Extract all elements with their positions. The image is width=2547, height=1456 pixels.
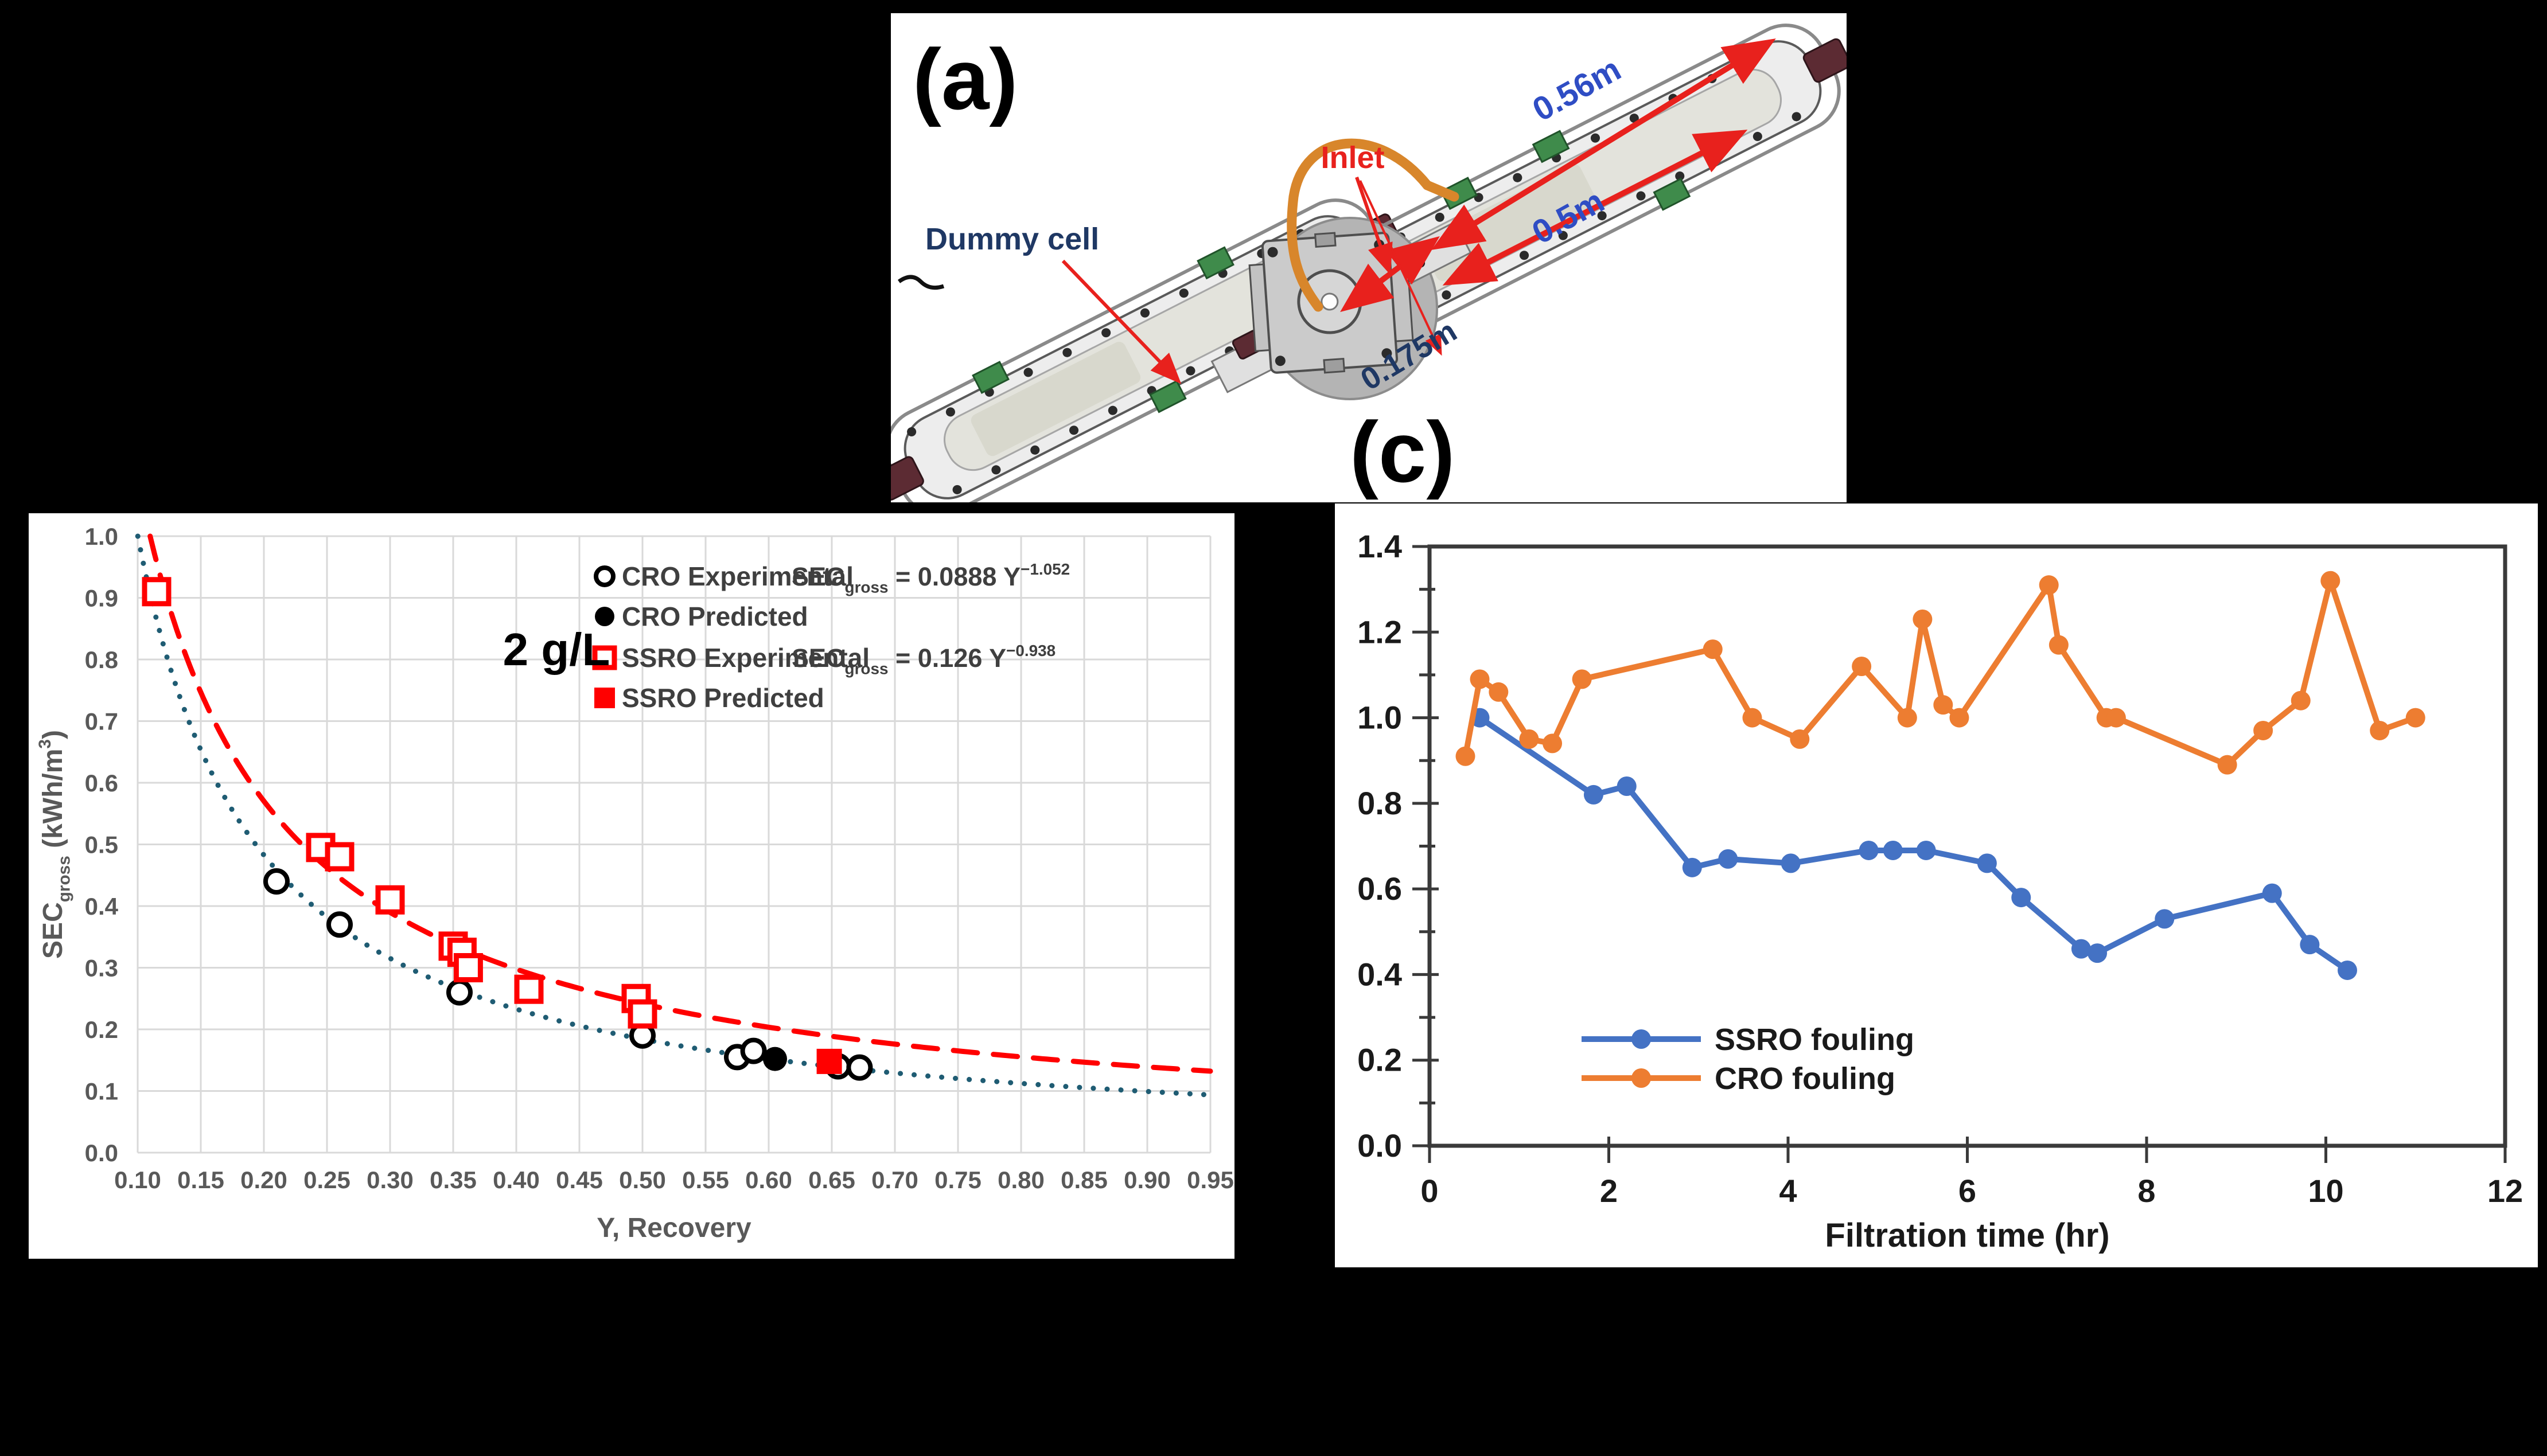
svg-text:0.35: 0.35 [430, 1166, 477, 1193]
edge-mark [897, 275, 945, 290]
svg-text:0.85: 0.85 [1061, 1166, 1108, 1193]
svg-text:0.4: 0.4 [1357, 956, 1402, 992]
svg-text:1.4: 1.4 [1357, 528, 1402, 564]
svg-text:6: 6 [1958, 1173, 1976, 1209]
svg-text:8: 8 [2137, 1173, 2155, 1209]
dim-056m-label: 0.56m [1526, 50, 1627, 129]
x-axis-title: Filtration time (hr) [1825, 1217, 2109, 1254]
svg-text:12: 12 [2487, 1173, 2523, 1209]
series-cro-experimental [263, 868, 873, 1081]
svg-text:0.60: 0.60 [745, 1166, 792, 1193]
y-axis-title: SECgross (kWh/m3) [36, 730, 74, 959]
svg-text:0.0: 0.0 [1357, 1127, 1402, 1164]
svg-text:0.4: 0.4 [85, 893, 119, 920]
dummy-cell-label: Dummy cell [925, 222, 1099, 256]
inlet-arrow [1355, 177, 1393, 275]
tick-labels: 0.10 0.15 0.20 0.25 0.30 0.35 0.40 0.45 0.50 0.55… [85, 523, 1234, 1193]
svg-text:0.0: 0.0 [85, 1139, 118, 1166]
svg-text:0.30: 0.30 [367, 1166, 414, 1193]
equation-cro-fit: SECgross = 0.0888 Y−1.052 [792, 560, 1070, 596]
inlet-pointer-long [1359, 180, 1442, 356]
sec-recovery-chart: 0.10 0.15 0.20 0.25 0.30 0.35 0.40 0.45 0.50 0.55… [36, 523, 1234, 1243]
panel-c-label: (c) [1350, 404, 1455, 500]
svg-text:SSRO Predicted: SSRO Predicted [622, 683, 824, 713]
svg-text:0.2: 0.2 [85, 1016, 118, 1043]
svg-text:0.95: 0.95 [1187, 1166, 1234, 1193]
svg-text:CRO fouling: CRO fouling [1715, 1061, 1895, 1096]
svg-text:0.15: 0.15 [177, 1166, 224, 1193]
svg-text:0.45: 0.45 [556, 1166, 603, 1193]
svg-text:0.8: 0.8 [85, 646, 118, 673]
svg-text:0.75: 0.75 [934, 1166, 982, 1193]
svg-text:0.80: 0.80 [998, 1166, 1045, 1193]
svg-text:0: 0 [1420, 1173, 1438, 1209]
series-cro-predicted [763, 1047, 787, 1071]
svg-text:2: 2 [1600, 1173, 1618, 1209]
svg-text:CRO Experimental: CRO Experimental [622, 561, 854, 591]
axis-ticks [1412, 545, 2507, 1163]
panel-fouling-chart: 0.0 0.2 0.4 0.6 0.8 1.0 1.2 1.4 0 2 4 6 8 10 12 Filtrat… [1335, 503, 2538, 1267]
inlet-tube [1287, 138, 1432, 312]
svg-text:0.8: 0.8 [1357, 785, 1402, 821]
svg-text:1.0: 1.0 [1357, 700, 1402, 736]
svg-text:0.50: 0.50 [619, 1166, 666, 1193]
svg-text:0.6: 0.6 [85, 770, 118, 797]
svg-text:1.2: 1.2 [1357, 614, 1402, 650]
svg-text:0.25: 0.25 [303, 1166, 350, 1193]
svg-text:1.0: 1.0 [85, 523, 118, 550]
series-ssro-experimental [142, 577, 657, 1029]
svg-text:10: 10 [2308, 1173, 2343, 1209]
series-ssro-fouling [1470, 708, 2357, 980]
axis-frame [1427, 544, 2507, 1148]
chart-title: 2 g/L [503, 624, 610, 675]
svg-text:0.1: 0.1 [85, 1078, 118, 1105]
svg-text:4: 4 [1779, 1173, 1797, 1209]
svg-text:0.40: 0.40 [493, 1166, 540, 1193]
panel-sec-chart: 0.10 0.15 0.20 0.25 0.30 0.35 0.40 0.45 0.50 0.55… [29, 513, 1234, 1259]
panel-a-label: (a) [913, 31, 1018, 127]
svg-text:0.3: 0.3 [85, 955, 118, 982]
svg-text:0.65: 0.65 [808, 1166, 855, 1193]
svg-text:0.10: 0.10 [114, 1166, 161, 1193]
svg-text:0.6: 0.6 [1357, 871, 1402, 907]
legend: SSRO fouling CRO fouling [1582, 1022, 1914, 1096]
tick-labels: 0.0 0.2 0.4 0.6 0.8 1.0 1.2 1.4 0 2 4 6 8 10 12 [1357, 528, 2523, 1209]
svg-text:0.9: 0.9 [85, 585, 118, 612]
svg-text:0.55: 0.55 [682, 1166, 729, 1193]
legend: CRO Experimental CRO Predicted SSRO Experi… [592, 560, 1070, 713]
dummy-cell-arrow [1061, 259, 1182, 384]
panel-apparatus: (a) (c) [891, 13, 1847, 502]
svg-text:0.5: 0.5 [85, 832, 118, 858]
svg-text:SSRO fouling: SSRO fouling [1715, 1022, 1914, 1057]
inlet-label: Inlet [1321, 140, 1384, 175]
equation-ssro-fit: SECgross = 0.126 Y−0.938 [792, 642, 1056, 678]
svg-text:0.70: 0.70 [871, 1166, 918, 1193]
series-ssro-predicted [816, 1048, 842, 1074]
svg-text:0.7: 0.7 [85, 708, 118, 735]
svg-text:SSRO Experimental: SSRO Experimental [622, 643, 870, 673]
svg-text:0.90: 0.90 [1124, 1166, 1171, 1193]
x-axis-title: Y, Recovery [597, 1213, 751, 1243]
svg-text:0.20: 0.20 [240, 1166, 287, 1193]
fouling-time-chart: 0.0 0.2 0.4 0.6 0.8 1.0 1.2 1.4 0 2 4 6 8 10 12 Filtrat… [1357, 528, 2523, 1254]
dim-arrow-05m [1442, 130, 1748, 286]
apparatus-illustration: Inlet Dummy cell 0.56m 0.5m 0.175m [891, 24, 1847, 502]
svg-text:CRO Predicted: CRO Predicted [622, 602, 808, 631]
series-cro-fouling [1455, 571, 2425, 775]
svg-text:0.2: 0.2 [1357, 1042, 1402, 1078]
